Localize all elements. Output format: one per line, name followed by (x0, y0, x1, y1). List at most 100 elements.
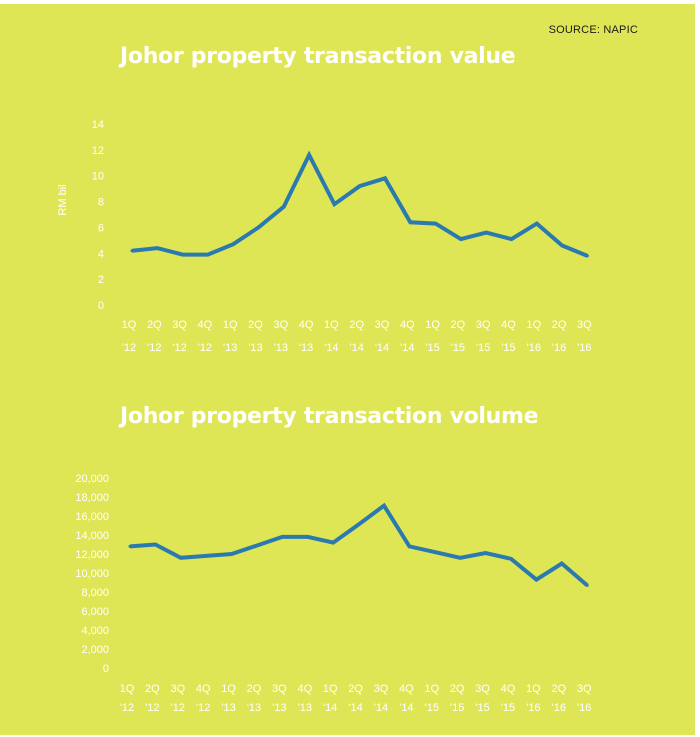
x-tick-label-year: '13 (247, 702, 261, 714)
data-point (534, 578, 538, 582)
data-point (181, 253, 185, 257)
data-point (332, 202, 336, 206)
x-tick-label: 4Q (399, 683, 414, 695)
y-tick-label: 12,000 (75, 549, 109, 561)
x-tick-label-year: '13 (221, 702, 235, 714)
x-tick-label: 2Q (248, 319, 263, 331)
y-tick-label: 0 (103, 663, 109, 675)
x-tick-label-year: '14 (348, 702, 362, 714)
x-tick-label-year: '15 (425, 702, 439, 714)
data-point (535, 222, 539, 226)
infographic-panel (0, 4, 695, 735)
data-point (255, 543, 259, 547)
y-tick-label: 14,000 (75, 530, 109, 542)
x-tick-label-year: '12 (198, 342, 212, 354)
x-tick-label-year: '16 (577, 702, 591, 714)
x-tick-label-year: '14 (374, 702, 388, 714)
data-point (280, 535, 284, 539)
y-tick-label: 6,000 (81, 606, 109, 618)
x-tick-label: 3Q (475, 683, 490, 695)
x-tick-label-year: '13 (299, 342, 313, 354)
x-tick-label-year: '15 (475, 702, 489, 714)
data-point (382, 504, 386, 508)
x-tick-label: 3Q (374, 683, 389, 695)
x-tick-label: 4Q (299, 319, 314, 331)
x-tick-label-year: '14 (350, 342, 364, 354)
y-tick-label: 4,000 (81, 625, 109, 637)
x-tick-label-year: '12 (171, 702, 185, 714)
data-point (155, 246, 159, 250)
x-tick-label: 4Q (501, 319, 516, 331)
x-tick-label: 1Q (324, 319, 339, 331)
x-tick-label-year: '13 (272, 702, 286, 714)
x-tick-label: 2Q (349, 319, 364, 331)
data-point (560, 562, 564, 565)
data-point (179, 556, 183, 560)
x-tick-label: 4Q (501, 683, 516, 695)
data-point (484, 231, 488, 235)
x-tick-label: 2Q (147, 319, 162, 331)
data-point (434, 222, 438, 226)
x-tick-label: 1Q (223, 319, 238, 331)
data-point (331, 541, 335, 545)
data-point (510, 237, 513, 241)
x-tick-label: 2Q (348, 683, 363, 695)
data-point (307, 153, 311, 157)
data-point (358, 184, 362, 188)
chart-title-volume: Johor property transaction volume (120, 404, 539, 429)
x-tick-label: 3Q (375, 319, 390, 331)
x-tick-label-year: '15 (425, 342, 439, 354)
x-tick-label: 3Q (577, 319, 592, 331)
x-tick-label-year: '15 (450, 702, 464, 714)
x-tick-label: 2Q (145, 683, 160, 695)
data-point (560, 244, 564, 248)
data-point (257, 225, 260, 229)
x-tick-label: 1Q (425, 319, 440, 331)
x-tick-label: 3Q (273, 319, 288, 331)
chart-title-value: Johor property transaction value (120, 44, 516, 69)
y-tick-label: 2,000 (81, 644, 109, 656)
x-tick-label: 2Q (247, 683, 262, 695)
y-tick-label: 20,000 (75, 473, 109, 485)
data-point (407, 544, 411, 548)
x-tick-label: 3Q (170, 683, 185, 695)
x-tick-label: 4Q (196, 683, 211, 695)
data-point (306, 535, 310, 539)
x-tick-label-year: '12 (172, 342, 186, 354)
x-tick-label: 1Q (424, 683, 439, 695)
y-tick-label: 4 (98, 248, 104, 260)
x-tick-label-year: '13 (274, 342, 288, 354)
x-tick-label-year: '14 (399, 702, 413, 714)
data-point (357, 523, 361, 527)
y-tick-label: 16,000 (75, 511, 109, 523)
x-tick-label-year: '12 (145, 702, 159, 714)
x-tick-label-year: '15 (476, 342, 490, 354)
x-tick-label: 1Q (526, 319, 541, 331)
x-tick-label-year: '16 (552, 702, 566, 714)
data-point (585, 583, 589, 587)
x-tick-label-year: '12 (196, 702, 210, 714)
data-point (459, 237, 463, 241)
source-note: SOURCE: NAPIC (548, 24, 638, 36)
x-tick-label: 1Q (122, 319, 137, 331)
y-tick-label: 10,000 (75, 568, 109, 580)
data-point (130, 249, 134, 253)
y-tick-label: 12 (92, 145, 104, 157)
x-tick-label: 3Q (172, 319, 187, 331)
data-point (383, 176, 387, 180)
x-tick-label: 1Q (526, 683, 541, 695)
data-point (509, 557, 513, 561)
x-tick-label: 2Q (450, 683, 465, 695)
x-tick-label: 4Q (400, 319, 415, 331)
data-point (585, 254, 589, 258)
x-tick-label-year: '14 (323, 702, 337, 714)
value-line-chart: 0 2 4 6 8 10 12 14 RM bil 1Q '12 2Q '12 3Q '12 4Q '12 1Q '… (57, 119, 592, 354)
y-tick-label: 10 (92, 171, 104, 183)
y-tick-label: 0 (98, 300, 104, 312)
x-tick-label-year: '13 (223, 342, 237, 354)
x-tick-label-year: '16 (552, 342, 566, 354)
data-point (231, 242, 235, 246)
series-line (129, 502, 589, 587)
y-tick-label: 14 (92, 119, 104, 131)
